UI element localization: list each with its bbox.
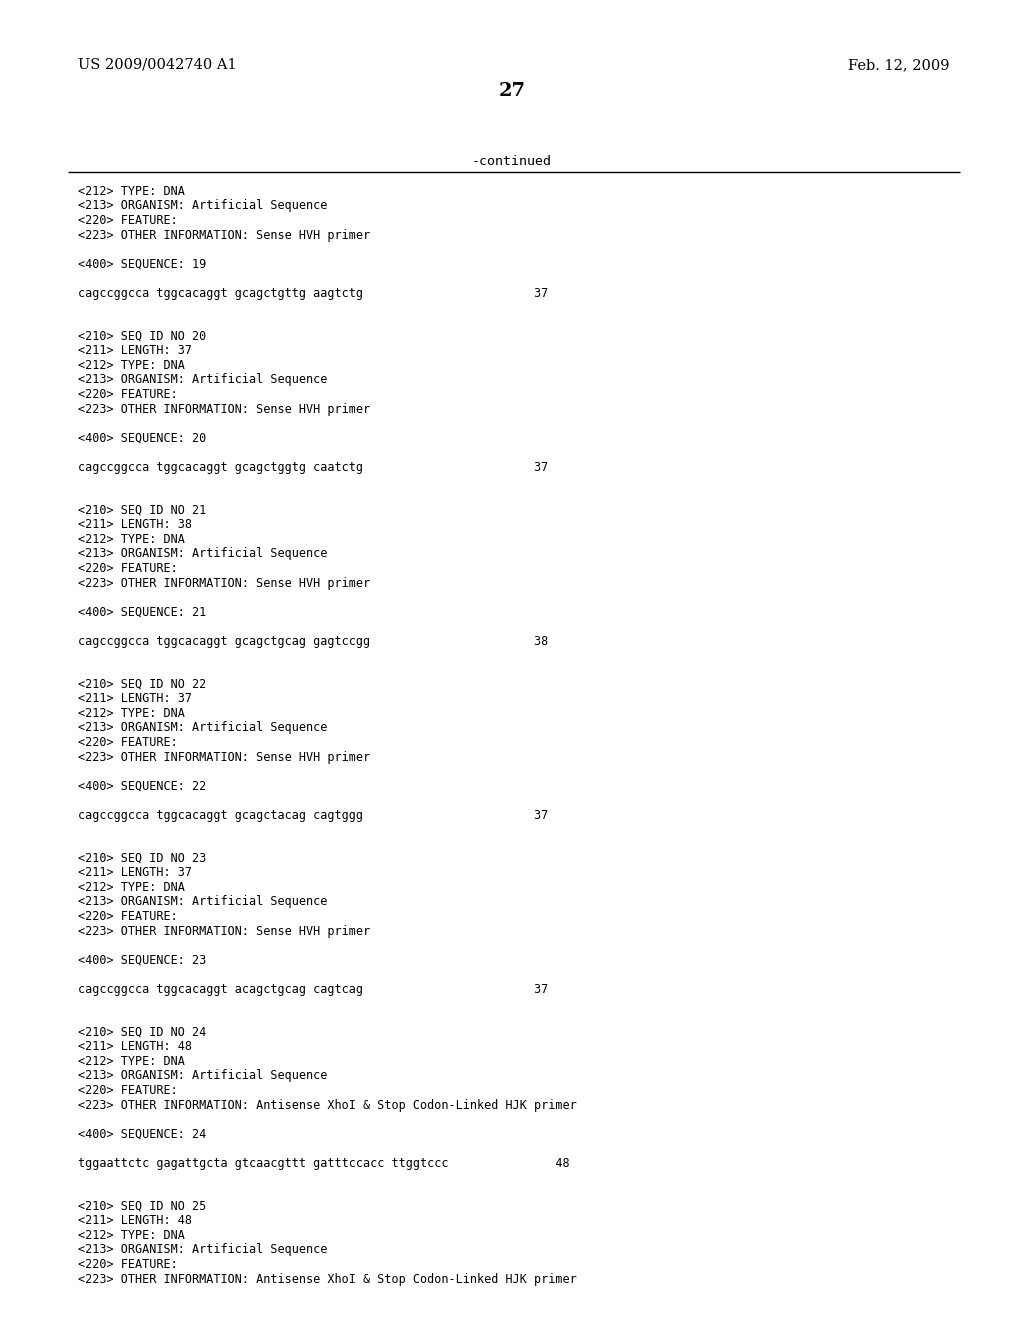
Text: <210> SEQ ID NO 25: <210> SEQ ID NO 25 <box>78 1200 206 1213</box>
Text: <400> SEQUENCE: 20: <400> SEQUENCE: 20 <box>78 432 206 445</box>
Text: <223> OTHER INFORMATION: Sense HVH primer: <223> OTHER INFORMATION: Sense HVH prime… <box>78 577 370 590</box>
Text: <212> TYPE: DNA: <212> TYPE: DNA <box>78 359 185 372</box>
Text: cagccggcca tggcacaggt gcagctggtg caatctg                        37: cagccggcca tggcacaggt gcagctggtg caatctg… <box>78 461 548 474</box>
Text: <212> TYPE: DNA: <212> TYPE: DNA <box>78 185 185 198</box>
Text: <211> LENGTH: 37: <211> LENGTH: 37 <box>78 693 193 705</box>
Text: <210> SEQ ID NO 20: <210> SEQ ID NO 20 <box>78 330 206 343</box>
Text: cagccggcca tggcacaggt gcagctgcag gagtccgg                       38: cagccggcca tggcacaggt gcagctgcag gagtccg… <box>78 635 548 648</box>
Text: <212> TYPE: DNA: <212> TYPE: DNA <box>78 880 185 894</box>
Text: <220> FEATURE:: <220> FEATURE: <box>78 388 178 401</box>
Text: cagccggcca tggcacaggt gcagctgttg aagtctg                        37: cagccggcca tggcacaggt gcagctgttg aagtctg… <box>78 286 548 300</box>
Text: <213> ORGANISM: Artificial Sequence: <213> ORGANISM: Artificial Sequence <box>78 722 328 734</box>
Text: cagccggcca tggcacaggt acagctgcag cagtcag                        37: cagccggcca tggcacaggt acagctgcag cagtcag… <box>78 982 548 995</box>
Text: <220> FEATURE:: <220> FEATURE: <box>78 1084 178 1097</box>
Text: <213> ORGANISM: Artificial Sequence: <213> ORGANISM: Artificial Sequence <box>78 895 328 908</box>
Text: -continued: -continued <box>472 154 552 168</box>
Text: <210> SEQ ID NO 24: <210> SEQ ID NO 24 <box>78 1026 206 1039</box>
Text: <223> OTHER INFORMATION: Sense HVH primer: <223> OTHER INFORMATION: Sense HVH prime… <box>78 403 370 416</box>
Text: <211> LENGTH: 37: <211> LENGTH: 37 <box>78 866 193 879</box>
Text: <213> ORGANISM: Artificial Sequence: <213> ORGANISM: Artificial Sequence <box>78 1243 328 1257</box>
Text: <400> SEQUENCE: 19: <400> SEQUENCE: 19 <box>78 257 206 271</box>
Text: <211> LENGTH: 48: <211> LENGTH: 48 <box>78 1214 193 1228</box>
Text: <212> TYPE: DNA: <212> TYPE: DNA <box>78 708 185 719</box>
Text: <220> FEATURE:: <220> FEATURE: <box>78 737 178 748</box>
Text: <211> LENGTH: 38: <211> LENGTH: 38 <box>78 519 193 532</box>
Text: <400> SEQUENCE: 24: <400> SEQUENCE: 24 <box>78 1127 206 1140</box>
Text: 27: 27 <box>499 82 525 100</box>
Text: <212> TYPE: DNA: <212> TYPE: DNA <box>78 1055 185 1068</box>
Text: <223> OTHER INFORMATION: Antisense XhoI & Stop Codon-Linked HJK primer: <223> OTHER INFORMATION: Antisense XhoI … <box>78 1098 577 1111</box>
Text: <210> SEQ ID NO 21: <210> SEQ ID NO 21 <box>78 504 206 517</box>
Text: <220> FEATURE:: <220> FEATURE: <box>78 562 178 576</box>
Text: <213> ORGANISM: Artificial Sequence: <213> ORGANISM: Artificial Sequence <box>78 1069 328 1082</box>
Text: cagccggcca tggcacaggt gcagctacag cagtggg                        37: cagccggcca tggcacaggt gcagctacag cagtggg… <box>78 808 548 821</box>
Text: <223> OTHER INFORMATION: Antisense XhoI & Stop Codon-Linked HJK primer: <223> OTHER INFORMATION: Antisense XhoI … <box>78 1272 577 1286</box>
Text: <400> SEQUENCE: 22: <400> SEQUENCE: 22 <box>78 780 206 792</box>
Text: <210> SEQ ID NO 22: <210> SEQ ID NO 22 <box>78 678 206 690</box>
Text: <223> OTHER INFORMATION: Sense HVH primer: <223> OTHER INFORMATION: Sense HVH prime… <box>78 228 370 242</box>
Text: <213> ORGANISM: Artificial Sequence: <213> ORGANISM: Artificial Sequence <box>78 199 328 213</box>
Text: <223> OTHER INFORMATION: Sense HVH primer: <223> OTHER INFORMATION: Sense HVH prime… <box>78 924 370 937</box>
Text: <212> TYPE: DNA: <212> TYPE: DNA <box>78 533 185 546</box>
Text: <400> SEQUENCE: 23: <400> SEQUENCE: 23 <box>78 953 206 966</box>
Text: <211> LENGTH: 37: <211> LENGTH: 37 <box>78 345 193 358</box>
Text: <220> FEATURE:: <220> FEATURE: <box>78 214 178 227</box>
Text: <211> LENGTH: 48: <211> LENGTH: 48 <box>78 1040 193 1053</box>
Text: <213> ORGANISM: Artificial Sequence: <213> ORGANISM: Artificial Sequence <box>78 548 328 561</box>
Text: <400> SEQUENCE: 21: <400> SEQUENCE: 21 <box>78 606 206 619</box>
Text: <220> FEATURE:: <220> FEATURE: <box>78 909 178 923</box>
Text: tggaattctc gagattgcta gtcaacgttt gatttccacc ttggtccc               48: tggaattctc gagattgcta gtcaacgttt gatttcc… <box>78 1156 569 1170</box>
Text: <210> SEQ ID NO 23: <210> SEQ ID NO 23 <box>78 851 206 865</box>
Text: <213> ORGANISM: Artificial Sequence: <213> ORGANISM: Artificial Sequence <box>78 374 328 387</box>
Text: <223> OTHER INFORMATION: Sense HVH primer: <223> OTHER INFORMATION: Sense HVH prime… <box>78 751 370 763</box>
Text: Feb. 12, 2009: Feb. 12, 2009 <box>849 58 950 73</box>
Text: <212> TYPE: DNA: <212> TYPE: DNA <box>78 1229 185 1242</box>
Text: <220> FEATURE:: <220> FEATURE: <box>78 1258 178 1271</box>
Text: US 2009/0042740 A1: US 2009/0042740 A1 <box>78 58 237 73</box>
